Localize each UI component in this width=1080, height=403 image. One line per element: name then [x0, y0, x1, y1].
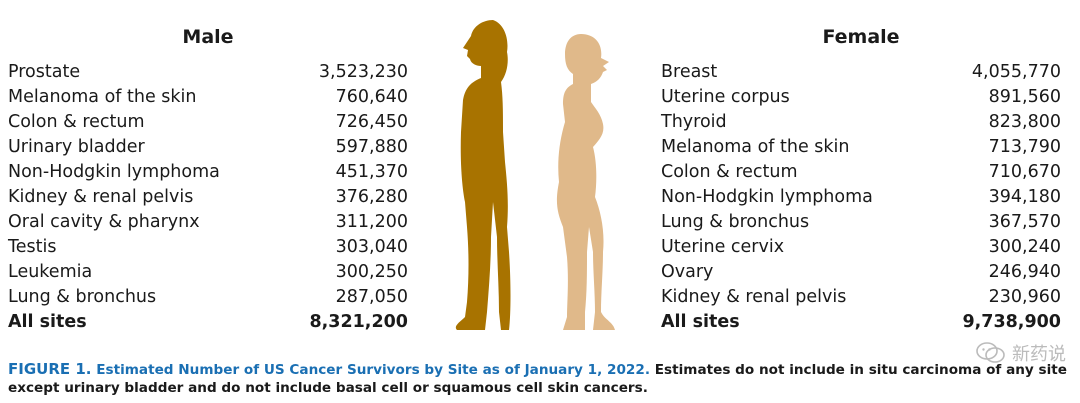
- female-rows: Breast 4,055,770 Uterine corpus 891,560 Thyr…: [661, 59, 1061, 334]
- female-site-row: Melanoma of the skin 713,790: [661, 134, 1061, 159]
- survivor-count: 823,800: [988, 111, 1061, 132]
- survivor-count: 760,640: [335, 86, 408, 107]
- site-name: Melanoma of the skin: [8, 86, 197, 107]
- survivor-count: 9,738,900: [962, 311, 1061, 332]
- survivor-count: 367,570: [988, 211, 1061, 232]
- site-name: Non-Hodgkin lymphoma: [661, 186, 873, 207]
- watermark-text: 新药说: [1012, 344, 1066, 365]
- site-name: Uterine cervix: [661, 236, 785, 257]
- site-name: Kidney & renal pelvis: [661, 286, 847, 307]
- male-site-row: Kidney & renal pelvis 376,280: [8, 184, 408, 209]
- survivor-count: 311,200: [335, 211, 408, 232]
- survivor-count: 597,880: [335, 136, 408, 157]
- site-name: Ovary: [661, 261, 714, 282]
- female-site-row: Kidney & renal pelvis 230,960: [661, 284, 1061, 309]
- survivor-count: 451,370: [335, 161, 408, 182]
- male-site-row: Melanoma of the skin 760,640: [8, 84, 408, 109]
- survivor-count: 394,180: [988, 186, 1061, 207]
- caption-body: Estimates do not include in situ carcino…: [8, 362, 1067, 396]
- figure-caption: FIGURE 1. Estimated Number of US Cancer …: [8, 360, 1076, 397]
- male-site-row: Non-Hodgkin lymphoma 451,370: [8, 159, 408, 184]
- survivor-count: 8,321,200: [309, 311, 408, 332]
- male-site-row: Lung & bronchus 287,050: [8, 284, 408, 309]
- male-site-row: Testis 303,040: [8, 234, 408, 259]
- female-title: Female: [822, 26, 900, 48]
- survivor-count: 287,050: [335, 286, 408, 307]
- male-site-row: Colon & rectum 726,450: [8, 109, 408, 134]
- male-site-row: Oral cavity & pharynx 311,200: [8, 209, 408, 234]
- female-site-row: Colon & rectum 710,670: [661, 159, 1061, 184]
- female-site-row: Non-Hodgkin lymphoma 394,180: [661, 184, 1061, 209]
- survivor-count: 4,055,770: [971, 61, 1061, 82]
- survivor-count: 230,960: [988, 286, 1061, 307]
- male-total-row: All sites 8,321,200: [8, 309, 408, 334]
- female-site-row: Breast 4,055,770: [661, 59, 1061, 84]
- survivor-count: 376,280: [335, 186, 408, 207]
- site-name: Colon & rectum: [661, 161, 798, 182]
- survivor-count: 300,240: [988, 236, 1061, 257]
- female-silhouette: [556, 34, 615, 330]
- site-name: Kidney & renal pelvis: [8, 186, 194, 207]
- wechat-icon: [976, 342, 1005, 363]
- caption-title: Estimated Number of US Cancer Survivors …: [96, 362, 651, 378]
- site-name: Uterine corpus: [661, 86, 790, 107]
- site-name: Lung & bronchus: [661, 211, 810, 232]
- site-name: Melanoma of the skin: [661, 136, 850, 157]
- male-site-row: Urinary bladder 597,880: [8, 134, 408, 159]
- watermark: 新药说: [976, 340, 1066, 366]
- survivor-count: 713,790: [988, 136, 1061, 157]
- male-rows: Prostate 3,523,230 Melanoma of the skin 760…: [8, 59, 408, 334]
- female-site-row: Ovary 246,940: [661, 259, 1061, 284]
- female-site-row: Thyroid 823,800: [661, 109, 1061, 134]
- survivor-count: 891,560: [988, 86, 1061, 107]
- site-name: Urinary bladder: [8, 136, 145, 157]
- silhouettes: [425, 12, 640, 342]
- caption-label: FIGURE 1.: [8, 360, 92, 378]
- site-name: Breast: [661, 61, 718, 82]
- site-name: Thyroid: [661, 111, 727, 132]
- female-total-row: All sites 9,738,900: [661, 309, 1061, 334]
- survivor-count: 726,450: [335, 111, 408, 132]
- silhouettes-svg: [455, 20, 615, 330]
- male-silhouette: [455, 20, 511, 330]
- site-name: All sites: [661, 311, 740, 332]
- survivor-count: 710,670: [988, 161, 1061, 182]
- site-name: Colon & rectum: [8, 111, 145, 132]
- female-site-row: Lung & bronchus 367,570: [661, 209, 1061, 234]
- site-name: Prostate: [8, 61, 81, 82]
- site-name: Non-Hodgkin lymphoma: [8, 161, 220, 182]
- site-name: Testis: [8, 236, 57, 257]
- site-name: Leukemia: [8, 261, 93, 282]
- female-site-row: Uterine cervix 300,240: [661, 234, 1061, 259]
- site-name: All sites: [8, 311, 87, 332]
- survivor-count: 3,523,230: [318, 61, 408, 82]
- survivor-count: 300,250: [335, 261, 408, 282]
- male-site-row: Leukemia 300,250: [8, 259, 408, 284]
- survivor-count: 246,940: [988, 261, 1061, 282]
- site-name: Lung & bronchus: [8, 286, 157, 307]
- male-title: Male: [182, 26, 234, 48]
- male-site-row: Prostate 3,523,230: [8, 59, 408, 84]
- survivor-count: 303,040: [335, 236, 408, 257]
- female-site-row: Uterine corpus 891,560: [661, 84, 1061, 109]
- site-name: Oral cavity & pharynx: [8, 211, 200, 232]
